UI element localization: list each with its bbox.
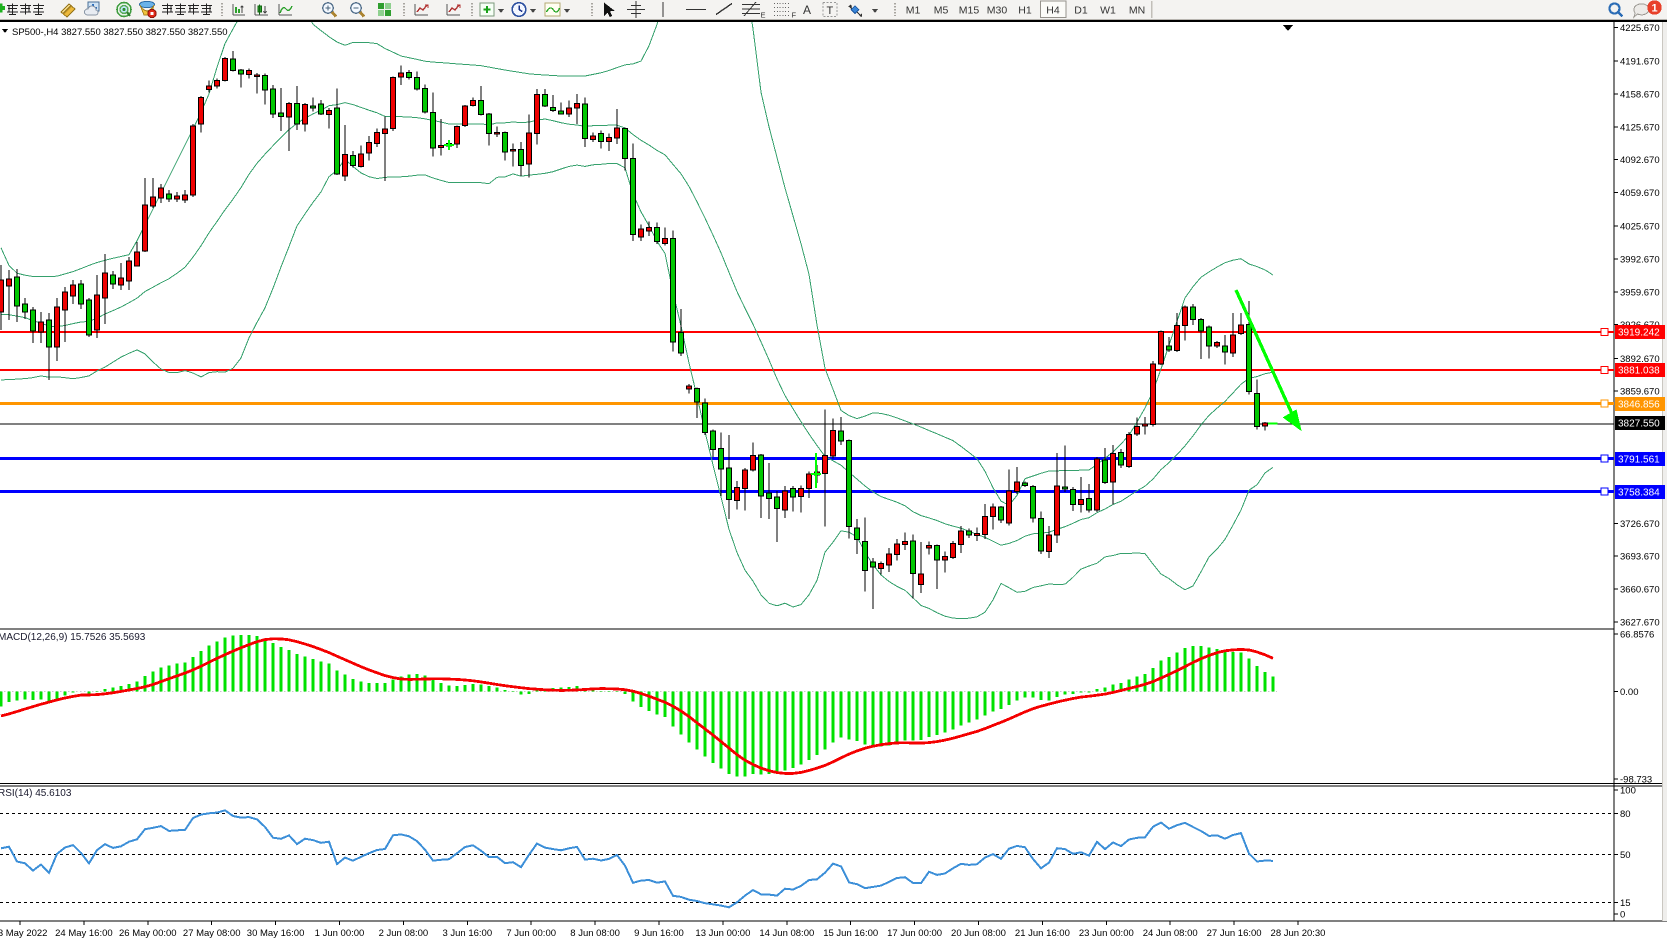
svg-text:3919.242: 3919.242: [1618, 328, 1660, 339]
svg-text:17 Jun 00:00: 17 Jun 00:00: [887, 928, 942, 939]
svg-text:4125.670: 4125.670: [1620, 122, 1660, 133]
svg-text:15: 15: [1620, 898, 1631, 909]
svg-text:24 May 16:00: 24 May 16:00: [55, 928, 113, 939]
svg-text:3846.856: 3846.856: [1618, 400, 1660, 411]
svg-text:3627.670: 3627.670: [1620, 617, 1660, 628]
svg-text:D1: D1: [1074, 5, 1088, 17]
svg-text:MN: MN: [1129, 5, 1145, 17]
svg-text:7 Jun 00:00: 7 Jun 00:00: [506, 928, 556, 939]
svg-text:0: 0: [1620, 910, 1625, 921]
svg-text:2 Jun 08:00: 2 Jun 08:00: [379, 928, 429, 939]
svg-text:66.8576: 66.8576: [1620, 630, 1654, 641]
svg-text:3892.670: 3892.670: [1620, 354, 1660, 365]
svg-text:3758.384: 3758.384: [1618, 487, 1660, 498]
svg-text:15 Jun 16:00: 15 Jun 16:00: [823, 928, 878, 939]
svg-text:4059.670: 4059.670: [1620, 188, 1660, 199]
svg-text:-98.733: -98.733: [1620, 775, 1652, 786]
svg-text:30 May 16:00: 30 May 16:00: [247, 928, 305, 939]
svg-text:27 Jun 16:00: 27 Jun 16:00: [1207, 928, 1262, 939]
svg-text:M5: M5: [934, 5, 949, 17]
svg-text:28 Jun 20:30: 28 Jun 20:30: [1271, 928, 1326, 939]
svg-text:13 Jun 00:00: 13 Jun 00:00: [695, 928, 750, 939]
svg-text:4191.670: 4191.670: [1620, 57, 1660, 68]
svg-text:21 Jun 16:00: 21 Jun 16:00: [1015, 928, 1070, 939]
svg-text:0.00: 0.00: [1620, 687, 1639, 698]
svg-text:T: T: [827, 5, 834, 17]
svg-text:3 Jun 16:00: 3 Jun 16:00: [442, 928, 492, 939]
svg-text:3726.670: 3726.670: [1620, 519, 1660, 530]
svg-text:4092.670: 4092.670: [1620, 155, 1660, 166]
svg-text:RSI(14) 45.6103: RSI(14) 45.6103: [0, 788, 72, 799]
svg-text:3881.038: 3881.038: [1618, 366, 1660, 377]
svg-text:A: A: [803, 3, 811, 17]
svg-text:80: 80: [1620, 809, 1631, 820]
svg-text:8 Jun 08:00: 8 Jun 08:00: [570, 928, 620, 939]
svg-text:20 Jun 08:00: 20 Jun 08:00: [951, 928, 1006, 939]
svg-text:14 Jun 08:00: 14 Jun 08:00: [759, 928, 814, 939]
svg-text:3859.670: 3859.670: [1620, 387, 1660, 398]
svg-text:3827.550: 3827.550: [1618, 419, 1660, 430]
svg-text:1: 1: [1651, 3, 1657, 15]
svg-text:50: 50: [1620, 850, 1631, 861]
svg-text:100: 100: [1620, 786, 1636, 797]
svg-text:SP500-,H4 3827.550 3827.550 3: SP500-,H4 3827.550 3827.550 3827.550 382…: [12, 27, 228, 38]
svg-text:4225.670: 4225.670: [1620, 23, 1660, 34]
svg-text:M30: M30: [987, 5, 1008, 17]
svg-text:4025.670: 4025.670: [1620, 222, 1660, 233]
svg-text:H1: H1: [1018, 5, 1032, 17]
svg-text:3693.670: 3693.670: [1620, 552, 1660, 563]
svg-text:H4: H4: [1046, 5, 1060, 17]
svg-text:9 Jun 16:00: 9 Jun 16:00: [634, 928, 684, 939]
svg-text:23 May 2022: 23 May 2022: [0, 928, 47, 939]
svg-text:3660.670: 3660.670: [1620, 585, 1660, 596]
svg-text:23 Jun 00:00: 23 Jun 00:00: [1079, 928, 1134, 939]
svg-text:27 May 08:00: 27 May 08:00: [183, 928, 241, 939]
svg-text:1 Jun 00:00: 1 Jun 00:00: [315, 928, 365, 939]
svg-text:E: E: [761, 11, 766, 20]
svg-text:W1: W1: [1100, 5, 1116, 17]
svg-text:M15: M15: [959, 5, 980, 17]
svg-text:M1: M1: [906, 5, 921, 17]
svg-text:3791.561: 3791.561: [1618, 454, 1660, 465]
svg-text:24 Jun 08:00: 24 Jun 08:00: [1143, 928, 1198, 939]
svg-text:F: F: [792, 11, 797, 20]
svg-text:MACD(12,26,9) 15.7526 35.5693: MACD(12,26,9) 15.7526 35.5693: [0, 632, 146, 643]
svg-text:26 May 00:00: 26 May 00:00: [119, 928, 177, 939]
svg-text:4158.670: 4158.670: [1620, 90, 1660, 101]
svg-text:3959.670: 3959.670: [1620, 287, 1660, 298]
svg-text:3992.670: 3992.670: [1620, 255, 1660, 266]
